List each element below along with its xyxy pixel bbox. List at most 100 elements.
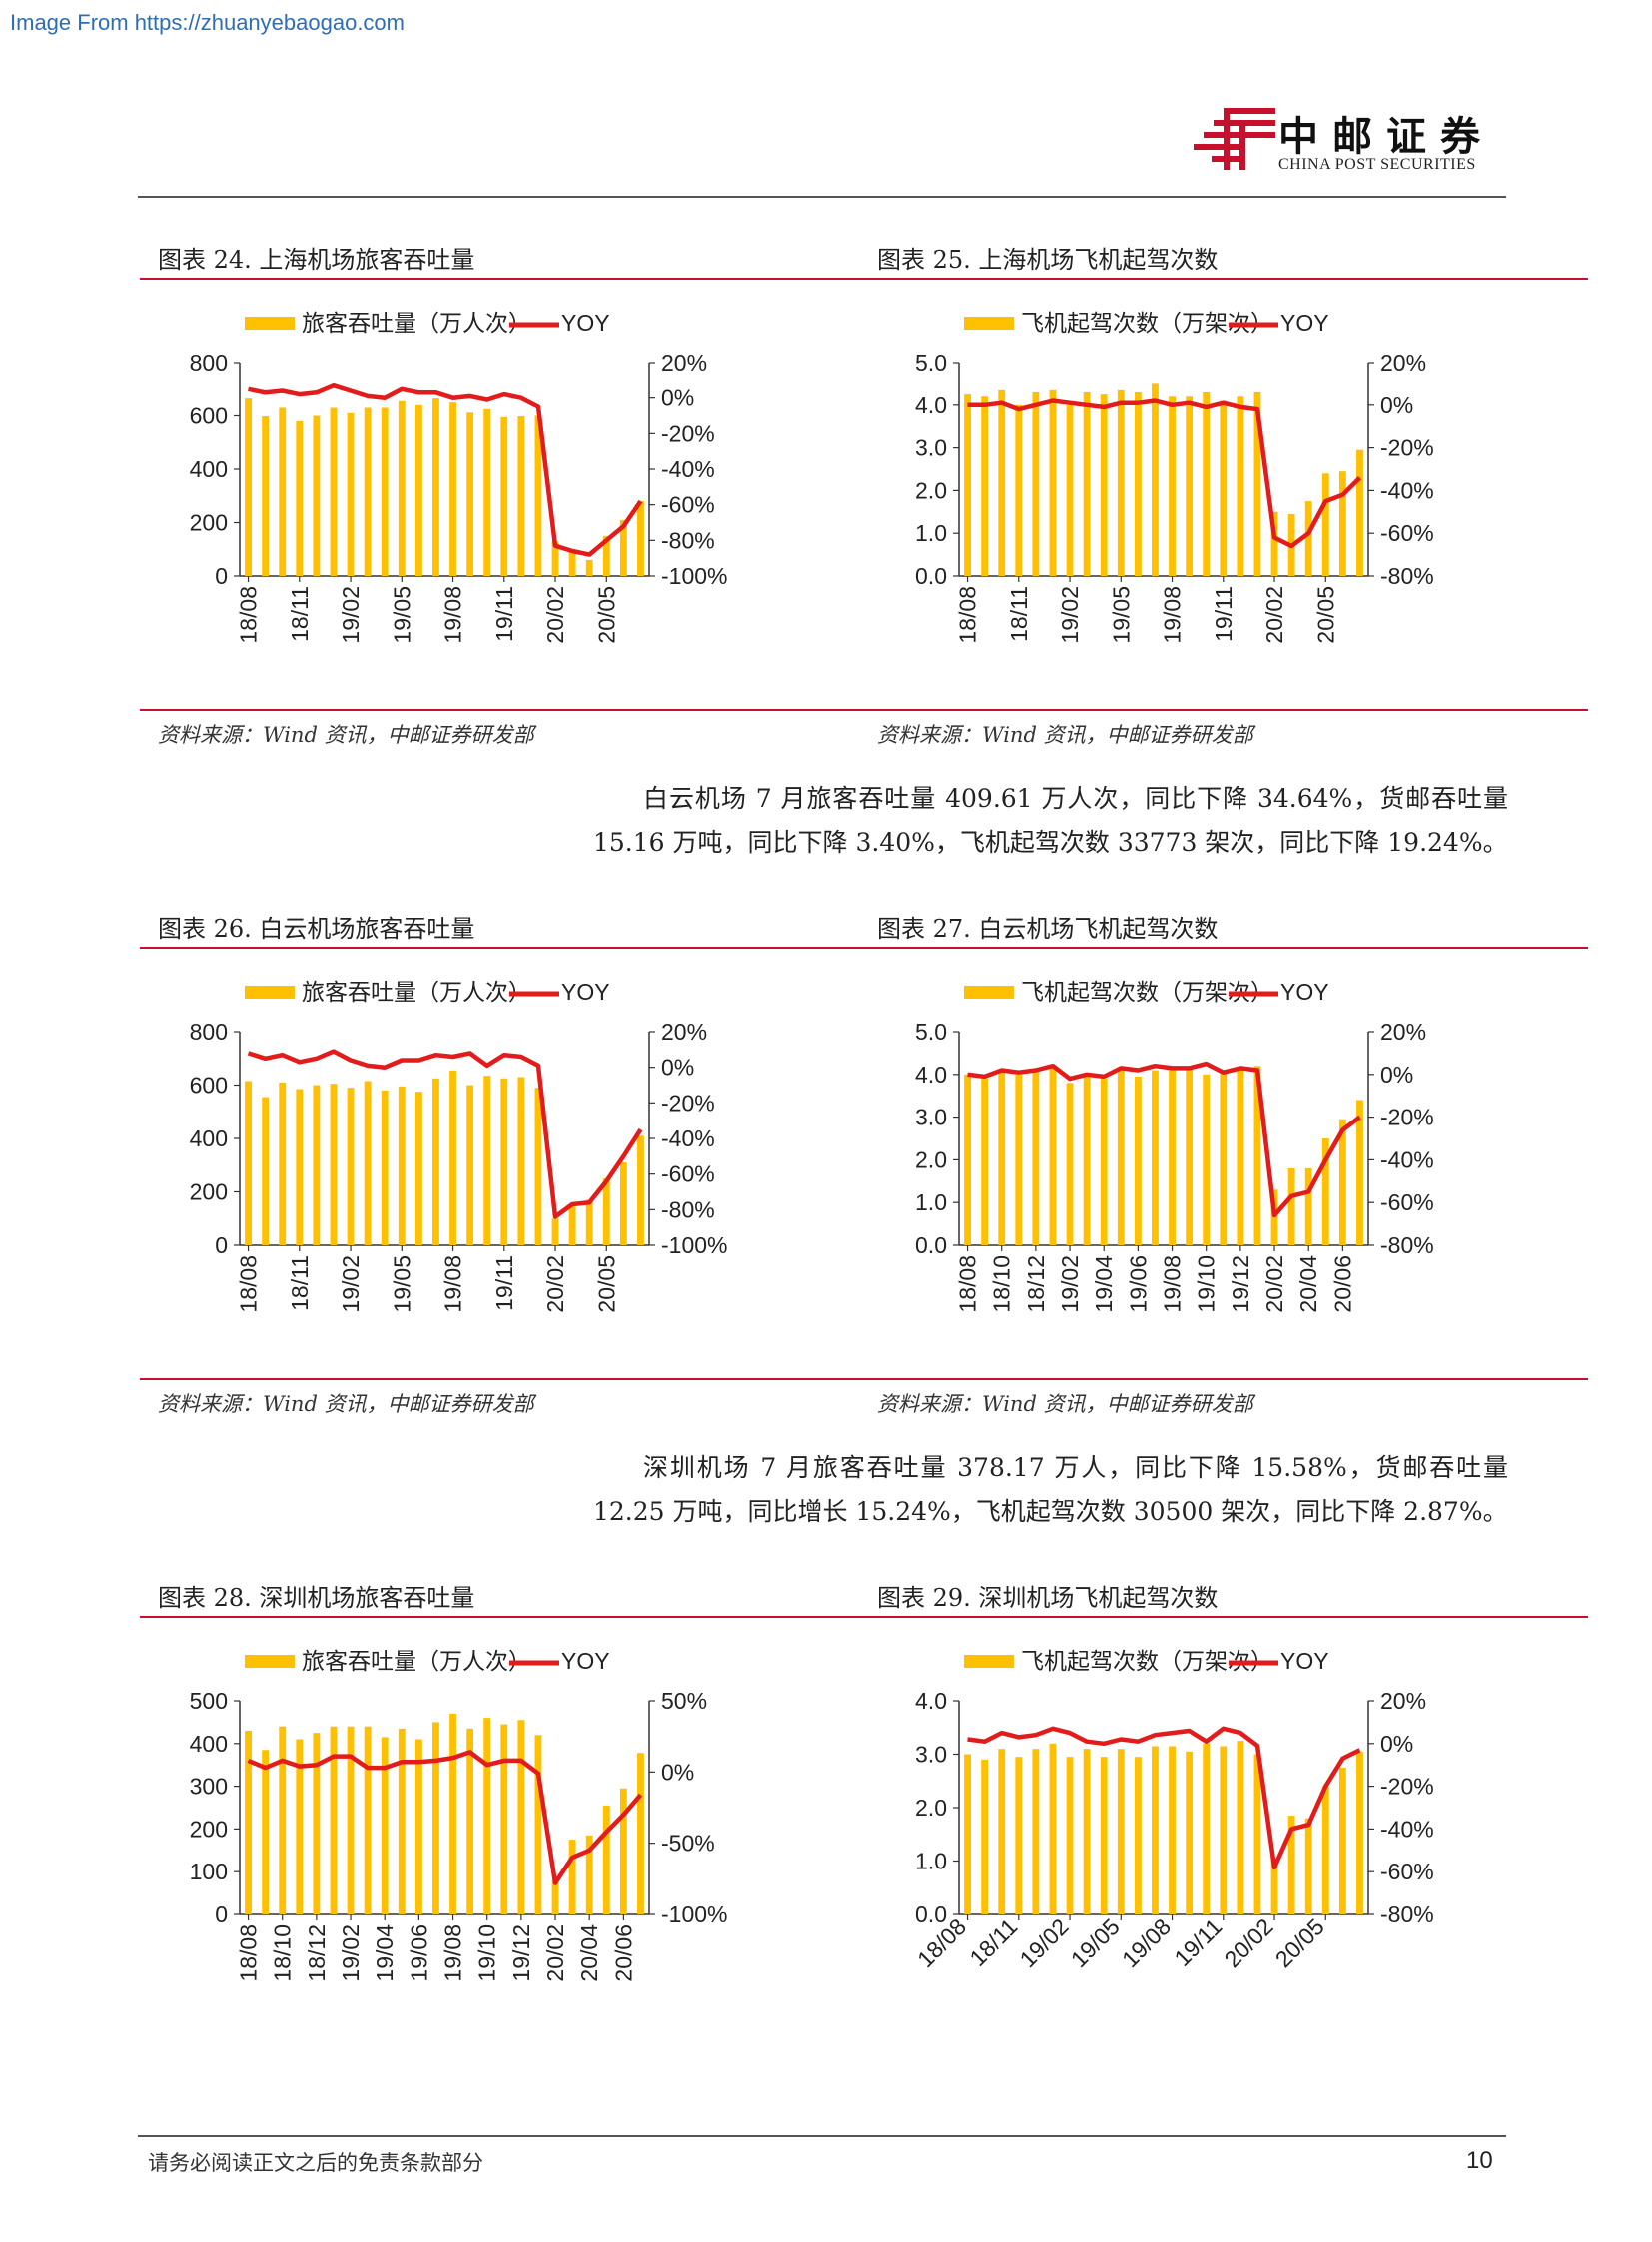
bar: [398, 400, 406, 576]
y-tick-label-right: -20%: [1380, 1774, 1434, 1800]
figure-row2-bottom-rule: [140, 1378, 1588, 1380]
bar: [1083, 391, 1091, 576]
y-tick-label-right: -20%: [1380, 435, 1434, 461]
x-tick-label: 20/06: [1329, 1255, 1355, 1313]
bar: [296, 420, 304, 576]
x-tick-label: 19/06: [1125, 1255, 1151, 1313]
x-tick-label: 20/02: [542, 1255, 568, 1313]
y-tick-label-left: 5.0: [915, 1019, 947, 1045]
bar: [1083, 1074, 1091, 1245]
legend-bar-swatch: [964, 1655, 1014, 1668]
y-tick-label-right: -60%: [1380, 1189, 1434, 1215]
bar: [313, 415, 321, 576]
bar: [466, 412, 474, 576]
bar: [981, 1079, 989, 1245]
bar: [449, 402, 456, 576]
x-tick-label: 20/05: [593, 1255, 619, 1313]
bar: [568, 1204, 576, 1245]
y-tick-label-right: -20%: [1380, 1105, 1434, 1130]
y-tick-label-right: 0%: [661, 385, 694, 411]
x-tick-label: 18/10: [989, 1255, 1015, 1313]
bar: [1032, 391, 1040, 576]
y-tick-label-right: -80%: [661, 527, 715, 553]
x-tick-label: 18/11: [287, 1255, 313, 1311]
bar: [483, 408, 491, 576]
x-tick-label: 20/04: [1295, 1255, 1321, 1313]
x-tick-label: 20/02: [1261, 1255, 1287, 1313]
y-tick-label-right: 20%: [661, 350, 707, 375]
bar: [964, 1074, 971, 1245]
x-tick-label: 19/04: [1091, 1255, 1117, 1313]
bar: [347, 1088, 355, 1245]
x-tick-label: 19/11: [491, 586, 517, 642]
figure-26-chart: 旅客吞吐量（万人次） YOY 0 200 400 600 800 -100% -80% -60% -…: [190, 979, 728, 1313]
y-tick-label-right: -20%: [661, 1090, 715, 1116]
bar: [619, 1788, 627, 1914]
bar: [964, 394, 971, 576]
bar: [500, 416, 508, 576]
bar: [347, 1726, 355, 1914]
y-tick-label-right: -80%: [1380, 1901, 1434, 1927]
x-tick-label: 18/08: [236, 1924, 262, 1982]
figure-24-chart: 旅客吞吐量（万人次） YOY 0 200 400 600 800 -100% -80% -60% -…: [190, 310, 728, 644]
x-tick-label: 20/05: [593, 586, 619, 644]
x-tick-label: 19/02: [1057, 586, 1083, 644]
bar: [585, 1835, 593, 1914]
yoy-line: [247, 1049, 643, 1219]
header-divider: [138, 196, 1506, 198]
bar: [1304, 501, 1312, 576]
bar: [568, 549, 576, 576]
x-tick-label: 19/02: [338, 586, 364, 644]
logo-english-text: CHINA POST SECURITIES: [1278, 156, 1476, 173]
bar: [313, 1085, 321, 1245]
bar: [1237, 396, 1244, 576]
bar: [1220, 1072, 1228, 1245]
y-tick-label-left: 5.0: [915, 350, 947, 375]
bar: [398, 1086, 406, 1245]
x-tick-label: 19/02: [1057, 1255, 1083, 1313]
y-tick-label-left: 200: [190, 1179, 228, 1205]
bar: [1032, 1749, 1040, 1914]
y-tick-label-left: 200: [190, 510, 228, 536]
bar: [1253, 1066, 1261, 1245]
legend-bar-label: 旅客吞吐量（万人次）: [302, 310, 531, 336]
y-tick-label-left: 2.0: [915, 1795, 947, 1821]
logo-chinese-text: 中邮证券: [1278, 113, 1494, 160]
y-tick-label-left: 0.0: [915, 563, 947, 589]
figure-27-chart: 飞机起驾次数（万架次） YOY0.01.02.03.04.05.0-80%-60%…: [915, 979, 1434, 1313]
y-tick-label-right: 0%: [661, 1759, 694, 1785]
y-tick-label-left: 1.0: [915, 1849, 947, 1874]
bar: [279, 1082, 287, 1245]
yoy-line: [967, 398, 1362, 549]
bar: [637, 501, 644, 576]
x-tick-label: 20/05: [1270, 1913, 1329, 1972]
x-tick-label: 19/02: [1014, 1913, 1073, 1972]
bar: [1049, 1743, 1057, 1914]
bar: [551, 541, 559, 576]
bar: [262, 1097, 270, 1245]
figure-26-source: 资料来源：Wind 资讯，中邮证券研发部: [158, 1392, 534, 1416]
figure-25-title: 图表 25. 上海机场飞机起驾次数: [877, 246, 1219, 274]
bar: [1338, 471, 1346, 576]
bar: [296, 1089, 304, 1245]
y-tick-label-left: 3.0: [915, 1742, 947, 1768]
x-tick-label: 18/08: [955, 1255, 981, 1313]
bar: [1015, 1757, 1023, 1914]
x-tick-label: 18/10: [270, 1924, 296, 1982]
bar: [483, 1718, 491, 1914]
bar: [1169, 1070, 1176, 1245]
x-tick-label: 19/05: [389, 1255, 414, 1313]
bar: [1066, 1757, 1074, 1914]
bar: [1237, 1741, 1244, 1914]
footer-divider: [138, 2135, 1506, 2137]
x-tick-label: 18/11: [287, 586, 313, 642]
bar: [1186, 396, 1194, 576]
bar: [1083, 1749, 1091, 1914]
bar: [1304, 1818, 1312, 1914]
bar: [534, 1735, 542, 1914]
x-tick-label: 18/11: [1006, 586, 1032, 642]
y-tick-label-left: 3.0: [915, 435, 947, 461]
y-tick-label-right: -100%: [661, 1232, 727, 1258]
x-tick-label: 20/06: [610, 1924, 636, 1982]
bar: [1270, 1858, 1278, 1914]
